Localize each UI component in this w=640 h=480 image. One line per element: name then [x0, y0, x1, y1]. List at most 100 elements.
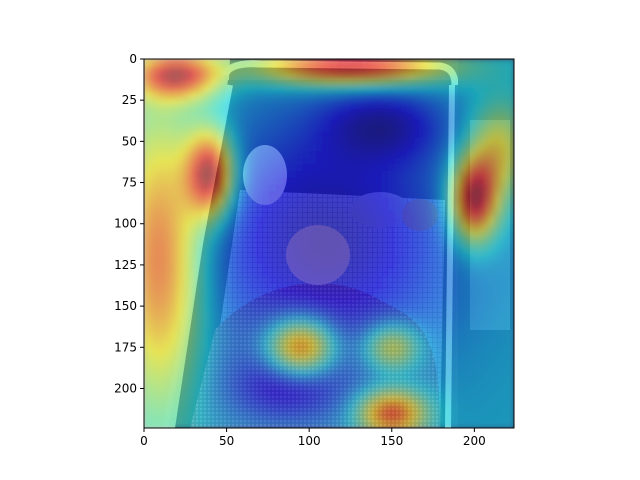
- heat-cell: [216, 118, 224, 126]
- heat-cell: [315, 157, 323, 166]
- heat-cell: [507, 335, 514, 343]
- heat-cell: [210, 164, 218, 172]
- heat-cell: [408, 355, 416, 363]
- heat-cell: [388, 414, 396, 423]
- heat-cell: [441, 289, 449, 297]
- heat-cell: [454, 144, 462, 152]
- heat-cell: [447, 151, 456, 159]
- heat-cell: [163, 256, 172, 264]
- heat-cell: [210, 203, 218, 212]
- heat-cell: [210, 250, 218, 258]
- heat-cell: [243, 368, 251, 376]
- heat-cell: [329, 177, 337, 185]
- heat-cell: [454, 302, 462, 310]
- heat-cell: [223, 124, 231, 133]
- heat-cell: [262, 177, 271, 185]
- heat-cell: [315, 355, 323, 363]
- heat-cell: [355, 243, 363, 251]
- heat-cell: [223, 309, 231, 317]
- heat-cell: [474, 171, 482, 179]
- heat-cell: [302, 322, 310, 330]
- heat-cell: [507, 230, 514, 238]
- heat-cell: [302, 184, 310, 192]
- heat-cell: [276, 289, 284, 297]
- heat-cell: [243, 335, 251, 343]
- heat-cell: [355, 236, 363, 245]
- heat-cell: [190, 302, 198, 310]
- heat-cell: [144, 91, 152, 100]
- heat-cell: [401, 388, 409, 396]
- heat-cell: [467, 98, 475, 106]
- heat-cell: [177, 85, 185, 93]
- heat-cell: [342, 164, 350, 172]
- heat-cell: [447, 111, 456, 119]
- heat-cell: [183, 131, 191, 139]
- heat-cell: [342, 395, 350, 403]
- heat-cell: [395, 157, 403, 166]
- heat-cell: [474, 375, 482, 383]
- heat-cell: [381, 395, 390, 403]
- heat-cell: [309, 223, 317, 231]
- heat-cell: [157, 91, 165, 100]
- heat-cell: [249, 164, 257, 172]
- heat-cell: [487, 157, 495, 166]
- heat-cell: [447, 203, 456, 212]
- heat-cell: [362, 263, 370, 271]
- heat-cell: [289, 190, 297, 198]
- heat-cell: [414, 342, 423, 350]
- heat-cell: [157, 269, 165, 278]
- heat-cell: [262, 322, 271, 330]
- heat-cell: [461, 164, 469, 172]
- heat-cell: [302, 329, 310, 337]
- heat-cell: [329, 315, 337, 324]
- heat-cell: [335, 111, 343, 119]
- heat-cell: [322, 368, 330, 376]
- heat-cell: [507, 362, 514, 370]
- heat-cell: [315, 283, 323, 291]
- heat-cell: [507, 421, 514, 428]
- heat-cell: [375, 197, 383, 205]
- heat-cell: [434, 91, 442, 100]
- heat-cell: [480, 348, 489, 357]
- heat-cell: [507, 144, 514, 152]
- heat-cell: [454, 322, 462, 330]
- heat-cell: [144, 223, 152, 231]
- heat-cell: [342, 322, 350, 330]
- heat-cell: [395, 85, 403, 93]
- heat-cell: [355, 348, 363, 357]
- heat-cell: [342, 289, 350, 297]
- heat-cell: [335, 250, 343, 258]
- heat-cell: [157, 72, 165, 80]
- heat-cell: [414, 329, 423, 337]
- heat-cell: [355, 421, 363, 428]
- heat-cell: [295, 283, 304, 291]
- heat-cell: [500, 203, 508, 212]
- heat-cell: [256, 263, 264, 271]
- heat-cell: [500, 243, 508, 251]
- heat-cell: [348, 250, 357, 258]
- heat-cell: [150, 65, 158, 73]
- heat-cell: [494, 59, 502, 67]
- heat-cell: [177, 256, 185, 264]
- heat-cell: [480, 243, 489, 251]
- heat-cell: [236, 309, 244, 317]
- heat-cell: [342, 243, 350, 251]
- heat-cell: [500, 118, 508, 126]
- heat-cell: [375, 203, 383, 212]
- heat-cell: [428, 342, 436, 350]
- heat-cell: [229, 85, 238, 93]
- heat-cell: [295, 144, 304, 152]
- heat-cell: [196, 315, 205, 324]
- heat-cell: [269, 315, 277, 324]
- heat-cell: [262, 401, 271, 409]
- heat-cell: [428, 157, 436, 166]
- heat-cell: [362, 230, 370, 238]
- heat-cell: [381, 230, 390, 238]
- heat-cell: [447, 355, 456, 363]
- heat-cell: [203, 263, 211, 271]
- heat-cell: [381, 315, 390, 324]
- heat-cell: [428, 118, 436, 126]
- heat-cell: [434, 105, 442, 113]
- heat-cell: [342, 118, 350, 126]
- heat-cell: [236, 124, 244, 133]
